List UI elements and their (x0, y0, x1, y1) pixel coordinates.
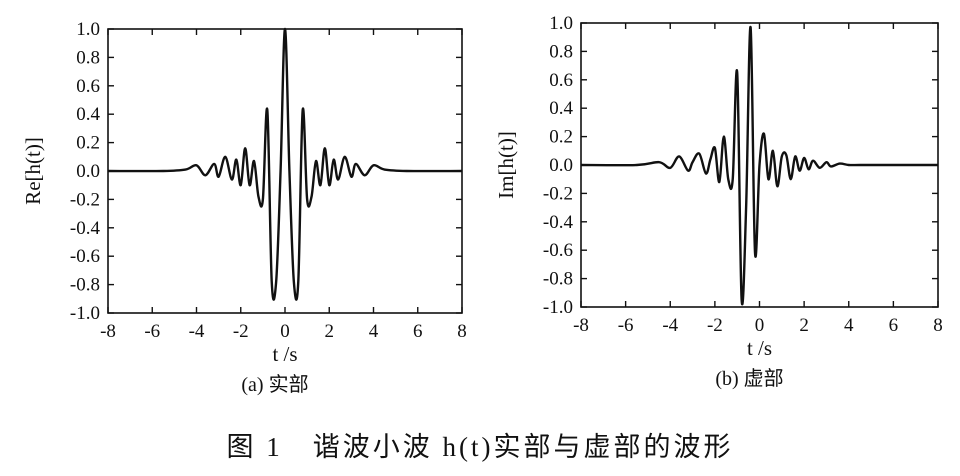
y-axis-label: Re[h(t)] (21, 137, 45, 205)
y-tick-label: -0.6 (543, 240, 573, 261)
x-axis-label: t /s (747, 336, 772, 360)
y-tick-label: -0.2 (543, 183, 573, 204)
y-tick-label: -0.2 (70, 189, 100, 210)
y-tick-label: 0.6 (76, 76, 100, 97)
y-tick-label: 1.0 (549, 13, 573, 34)
x-tick-label: 8 (457, 321, 467, 342)
x-tick-label: -6 (144, 321, 160, 342)
x-tick-label: -4 (662, 315, 678, 336)
y-tick-label: -0.4 (543, 212, 574, 233)
y-tick-label: 0.2 (549, 127, 573, 148)
x-tick-label: 2 (799, 315, 809, 336)
x-tick-label: 8 (933, 315, 943, 336)
y-tick-label: 0.0 (76, 161, 100, 182)
y-tick-label: 0.6 (549, 70, 573, 91)
figure-caption: 图 1 谐波小波 h(t)实部与虚部的波形 (227, 432, 734, 462)
x-tick-label: -8 (100, 321, 116, 342)
x-tick-label: -6 (618, 315, 634, 336)
y-tick-label: 0.4 (76, 104, 100, 125)
x-tick-label: 0 (755, 315, 765, 336)
y-tick-label: 0.8 (76, 47, 100, 68)
x-tick-label: -4 (189, 321, 205, 342)
y-tick-label: 1.0 (76, 19, 100, 40)
y-tick-label: -0.4 (70, 218, 101, 239)
y-axis-label: Im[h(t)] (494, 131, 518, 199)
series-line (107, 27, 463, 301)
x-tick-label: 2 (325, 321, 335, 342)
y-tick-label: -1.0 (543, 297, 573, 318)
panel-a-real-part: 1.0 0.8 0.6 0.4 0.2 0.0 -0.2 -0.4 -0.6 -0.8 -1.0-8… (21, 19, 467, 396)
x-axis-label: t /s (272, 342, 297, 366)
panel-caption: (a) 实部 (241, 373, 308, 396)
x-tick-label: -2 (707, 315, 723, 336)
x-tick-label: -2 (233, 321, 249, 342)
y-tick-label: 0.4 (549, 98, 573, 119)
y-tick-label: -1.0 (70, 303, 100, 324)
x-tick-label: 4 (844, 315, 854, 336)
series-line (580, 26, 938, 306)
x-tick-label: 4 (369, 321, 379, 342)
x-tick-label: 6 (889, 315, 899, 336)
x-tick-label: 0 (280, 321, 290, 342)
y-tick-label: -0.6 (70, 246, 100, 267)
x-tick-label: 6 (413, 321, 423, 342)
x-tick-label: -8 (573, 315, 589, 336)
y-tick-label: -0.8 (70, 275, 100, 296)
y-tick-label: -0.8 (543, 269, 573, 290)
y-tick-label: 0.0 (549, 155, 573, 176)
panel-b-imaginary-part: 1.0 0.8 0.6 0.4 0.2 0.0 -0.2 -0.4 -0.6 -0.8 -1.0-8… (494, 13, 943, 390)
panel-caption: (b) 虚部 (715, 367, 783, 390)
y-tick-label: 0.8 (549, 41, 573, 62)
y-tick-label: 0.2 (76, 133, 100, 154)
